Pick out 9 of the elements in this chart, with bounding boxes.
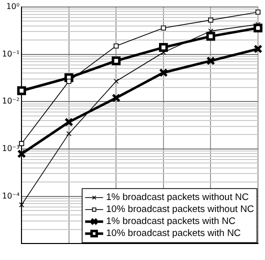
legend-label: 10% broadcast packets without NC [106,204,254,216]
legend-label: 1% broadcast packets with NC [106,216,236,228]
y-tick-label: 10⁻¹ [2,49,20,58]
y-tick-label: 10⁰ [6,2,20,12]
legend-label: 1% broadcast packets without NC [106,192,249,204]
y-tick-label: 10⁻⁴ [2,191,20,200]
legend-label: 10% broadcast packets with NC [106,228,241,240]
y-tick-label: 10⁻² [2,96,20,106]
y-tick-label: 10⁻³ [2,144,20,154]
